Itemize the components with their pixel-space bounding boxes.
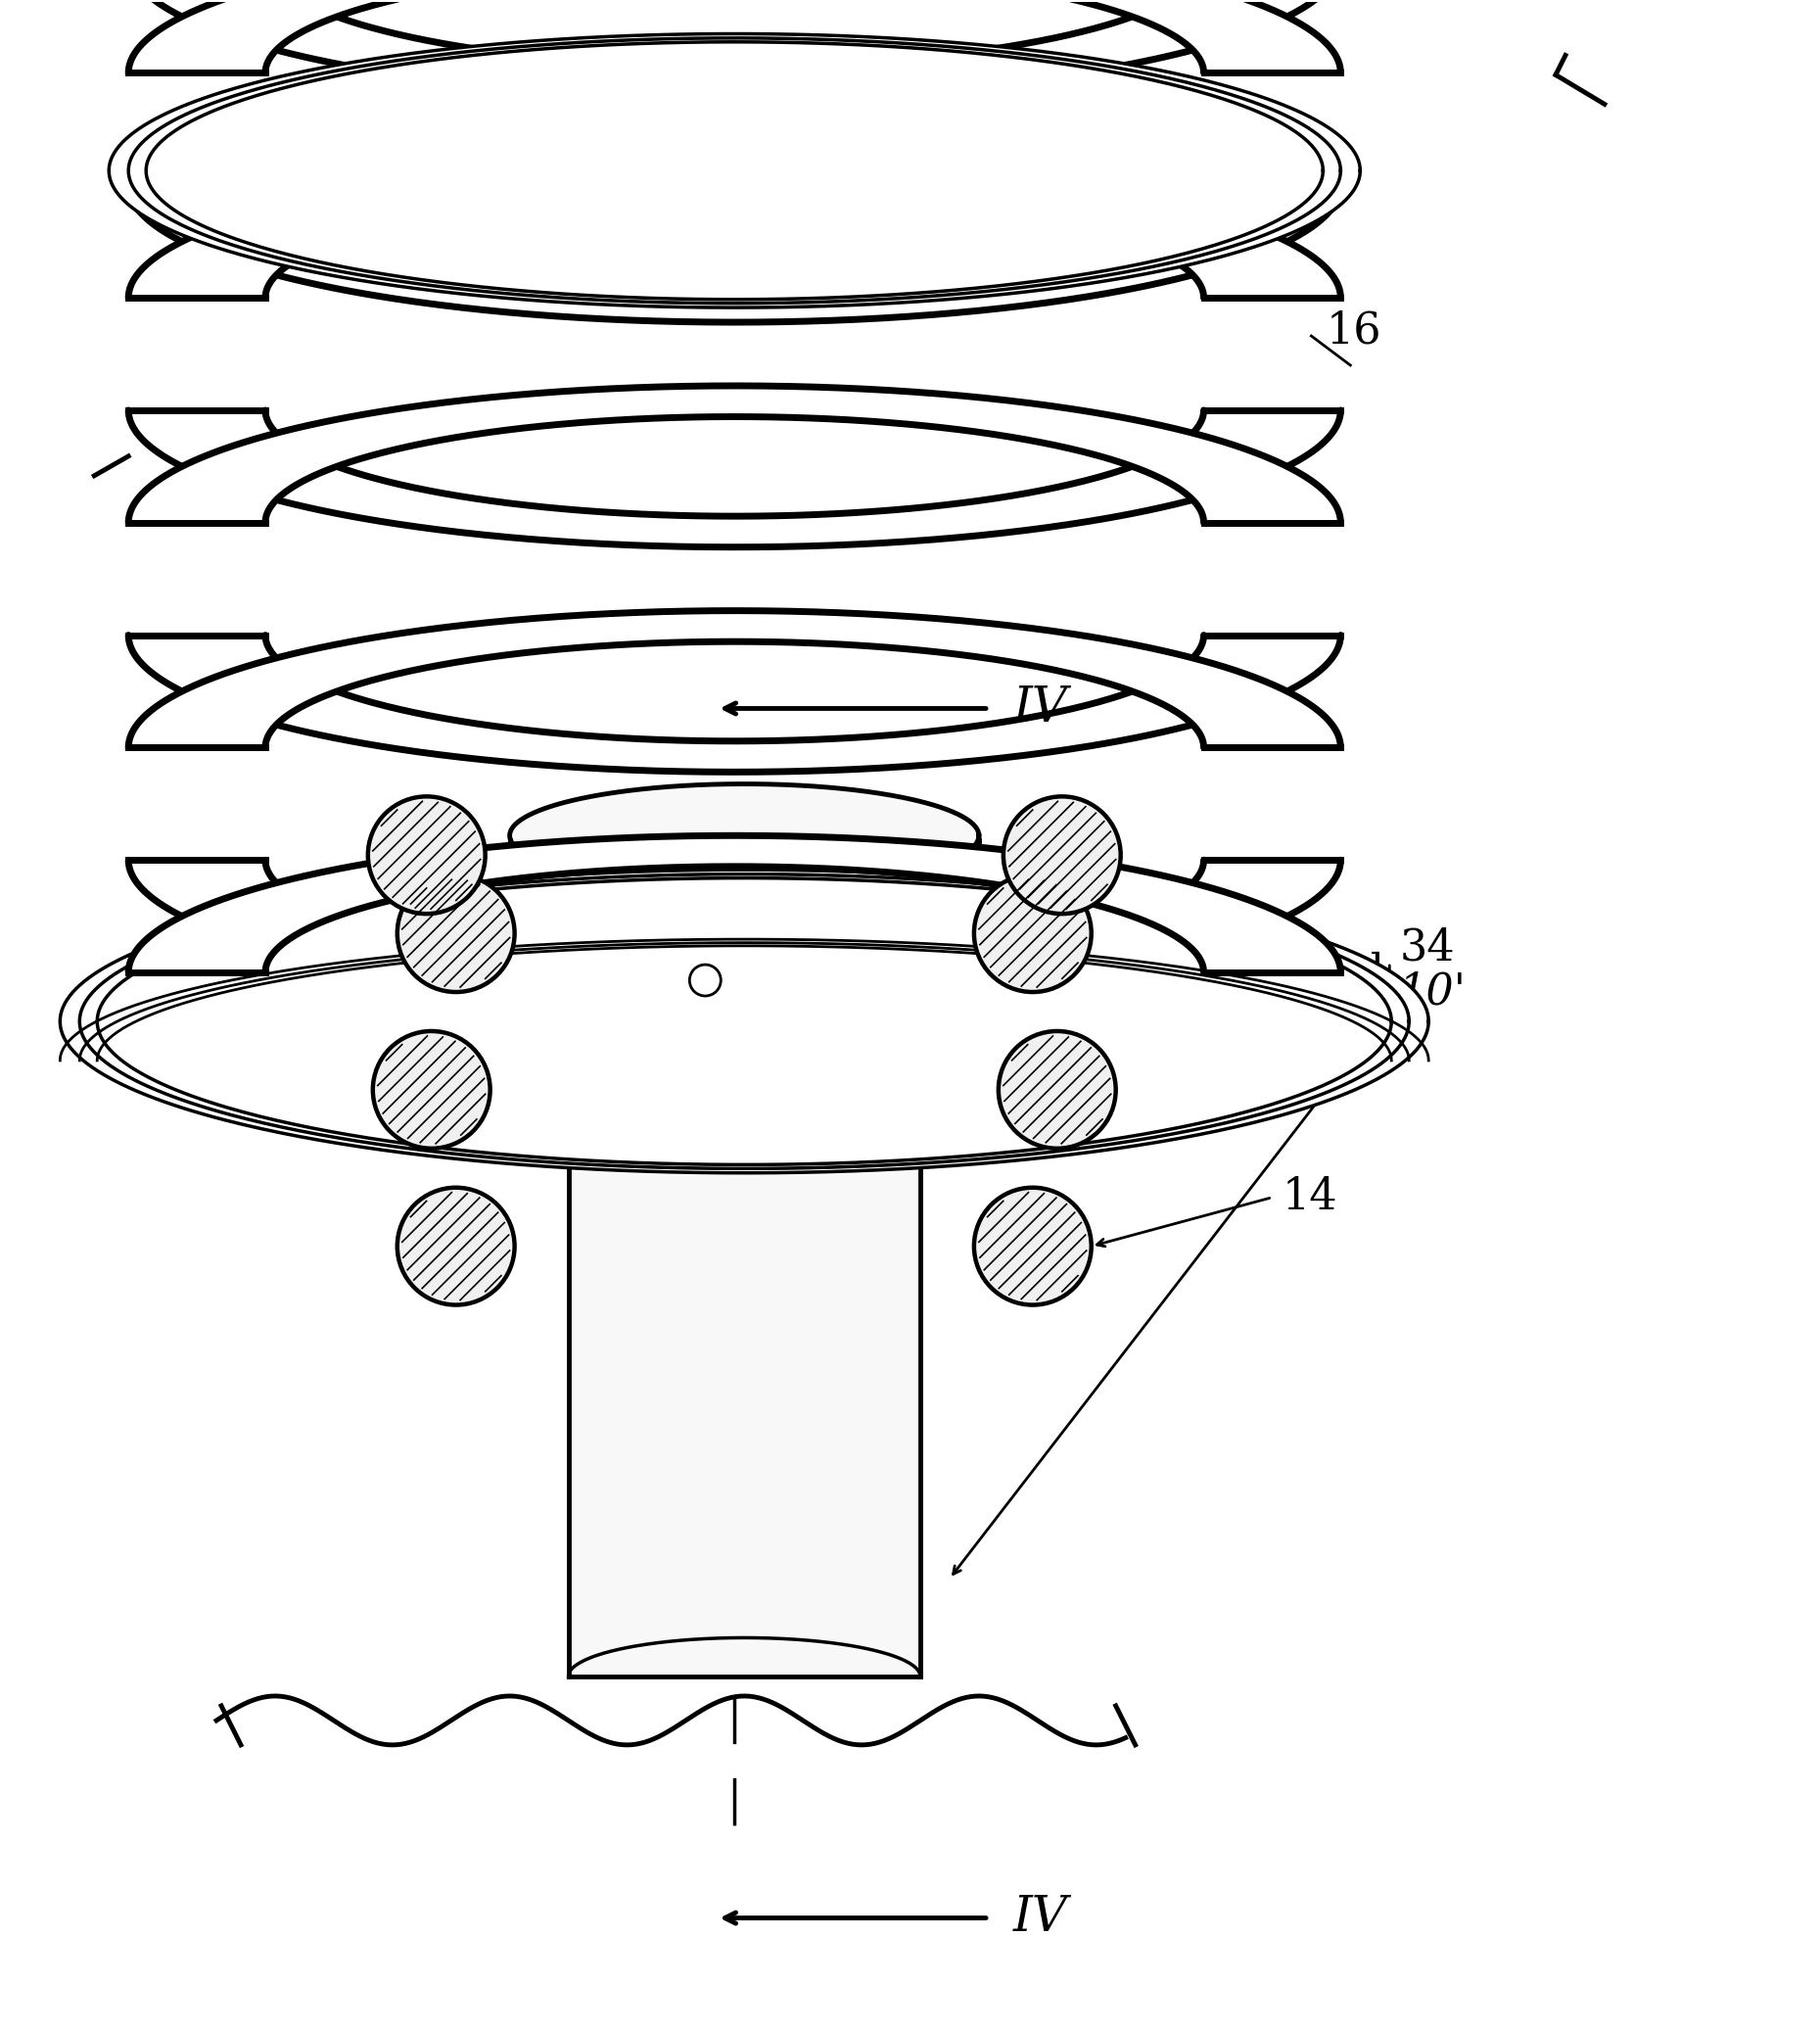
Text: 34: 34 <box>1400 928 1454 968</box>
Polygon shape <box>129 410 1341 548</box>
Text: 16: 16 <box>1327 311 1381 351</box>
Circle shape <box>999 1031 1116 1149</box>
Polygon shape <box>129 0 1341 97</box>
Polygon shape <box>568 1031 921 1677</box>
Polygon shape <box>80 875 1409 1169</box>
Text: 36: 36 <box>191 1029 246 1072</box>
Polygon shape <box>129 386 1341 522</box>
Polygon shape <box>129 861 1341 997</box>
Polygon shape <box>60 869 1429 1173</box>
Circle shape <box>368 796 486 914</box>
Polygon shape <box>146 43 1323 300</box>
Polygon shape <box>129 836 1341 972</box>
Circle shape <box>974 1188 1092 1305</box>
Text: IV: IV <box>1014 684 1068 733</box>
Circle shape <box>690 964 721 997</box>
Text: 40: 40 <box>668 873 723 916</box>
Text: IV: IV <box>1014 1894 1068 1943</box>
Circle shape <box>373 1031 490 1149</box>
Text: 10': 10' <box>1400 970 1467 1013</box>
Polygon shape <box>129 0 1341 73</box>
Polygon shape <box>129 635 1341 771</box>
Polygon shape <box>510 784 979 887</box>
Polygon shape <box>129 39 1341 302</box>
Text: 36d: 36d <box>1301 952 1385 993</box>
Polygon shape <box>129 160 1341 298</box>
Text: 60: 60 <box>910 844 966 885</box>
Circle shape <box>1003 796 1121 914</box>
Text: 64: 64 <box>814 1050 868 1092</box>
Polygon shape <box>96 879 1392 1165</box>
Circle shape <box>397 1188 515 1305</box>
Polygon shape <box>510 836 979 1031</box>
Text: 14: 14 <box>1281 1175 1338 1218</box>
Text: 46: 46 <box>706 1332 763 1374</box>
Circle shape <box>397 875 515 993</box>
Polygon shape <box>129 185 1341 323</box>
Polygon shape <box>129 611 1341 747</box>
Polygon shape <box>568 993 921 1070</box>
Circle shape <box>974 875 1092 993</box>
Polygon shape <box>109 35 1360 309</box>
Text: 66: 66 <box>601 1050 657 1092</box>
